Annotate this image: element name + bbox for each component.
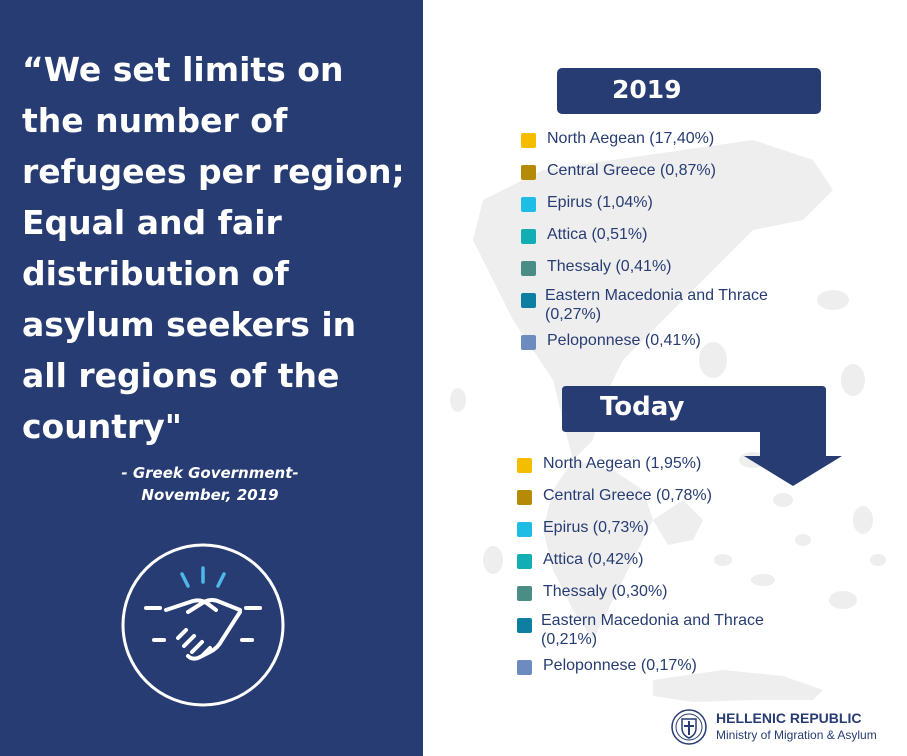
legend-label: Central Greece (0,87%) xyxy=(547,162,716,179)
legend-label: Attica (0,42%) xyxy=(543,551,644,568)
legend-swatch xyxy=(517,490,532,505)
legend-label: Attica (0,51%) xyxy=(547,226,648,243)
legend-2019: North Aegean (17,40%) Central Greece (0,… xyxy=(521,130,821,353)
legend-label: North Aegean (1,95%) xyxy=(543,455,702,472)
logo-title: HELLENIC REPUBLIC xyxy=(716,710,862,726)
handshake-icon xyxy=(121,543,285,707)
year-2019-header: 2019 xyxy=(557,68,821,114)
legend-today: North Aegean (1,95%) Central Greece (0,7… xyxy=(517,455,817,678)
right-panel xyxy=(423,0,907,756)
legend-label: Peloponnese (0,41%) xyxy=(547,332,701,349)
legend-swatch xyxy=(517,618,532,633)
quote-attribution: - Greek Government- November, 2019 xyxy=(121,464,299,504)
today-arrow-banner xyxy=(562,386,842,486)
legend-label: Epirus (0,73%) xyxy=(543,519,649,536)
ministry-logo: HELLENIC REPUBLIC Ministry of Migration … xyxy=(670,708,880,748)
legend-swatch xyxy=(517,554,532,569)
legend-swatch xyxy=(521,229,536,244)
legend-swatch xyxy=(521,165,536,180)
legend-swatch xyxy=(521,197,536,212)
legend-label: Peloponnese (0,17%) xyxy=(543,657,697,674)
left-panel: “We set limits on the number of refugees… xyxy=(0,0,423,756)
legend-swatch xyxy=(517,522,532,537)
legend-swatch xyxy=(521,335,536,350)
today-header: Today xyxy=(600,392,685,422)
legend-label: Central Greece (0,78%) xyxy=(543,487,712,504)
legend-label: Thessaly (0,41%) xyxy=(547,258,672,275)
legend-label: Eastern Macedonia and Thrace (0,21%) xyxy=(541,612,764,648)
greek-coat-of-arms-icon xyxy=(671,709,707,745)
legend-swatch xyxy=(521,133,536,148)
legend-label: Epirus (1,04%) xyxy=(547,194,653,211)
legend-swatch xyxy=(517,458,532,473)
legend-label: North Aegean (17,40%) xyxy=(547,130,715,147)
legend-swatch xyxy=(521,261,536,276)
legend-swatch xyxy=(517,660,532,675)
logo-subtitle: Ministry of Migration & Asylum xyxy=(716,728,877,742)
quote-text: “We set limits on the number of refugees… xyxy=(22,50,405,446)
legend-label: Eastern Macedonia and Thrace (0,27%) xyxy=(545,287,768,323)
legend-label: Thessaly (0,30%) xyxy=(543,583,668,600)
legend-swatch xyxy=(517,586,532,601)
greece-map-background xyxy=(450,140,886,702)
legend-swatch xyxy=(521,293,536,308)
